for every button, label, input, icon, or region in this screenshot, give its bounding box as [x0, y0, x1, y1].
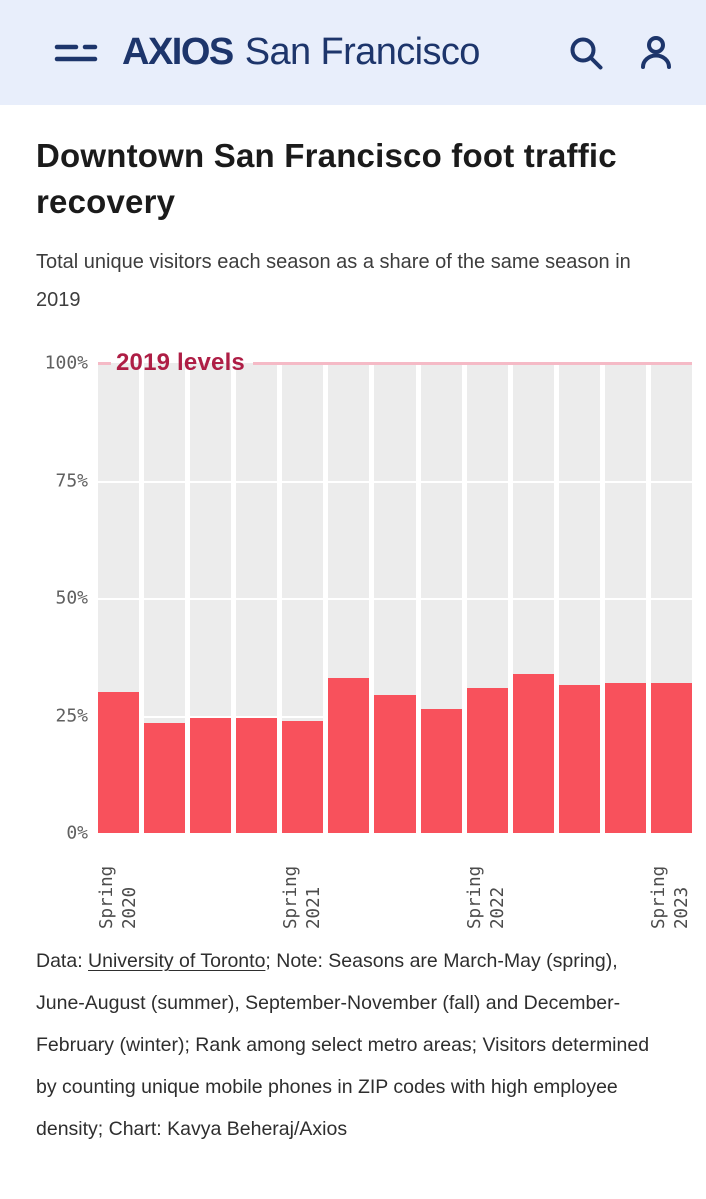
- gridline-75: [98, 480, 692, 483]
- x-tick-cell: [605, 833, 646, 929]
- note-text: ; Note: Seasons are March-May (spring), …: [36, 950, 650, 1141]
- bar: [282, 720, 324, 834]
- bar: [420, 708, 462, 834]
- profile-icon: [638, 35, 674, 71]
- bar: [650, 682, 693, 834]
- y-tick-label: 25%: [55, 705, 88, 727]
- bar: [190, 718, 232, 834]
- x-tick-label: Spring 2023: [649, 866, 693, 930]
- bar: [144, 722, 186, 834]
- bar: [236, 718, 278, 834]
- y-tick-label: 100%: [44, 352, 88, 374]
- bar: [558, 685, 600, 834]
- x-tick-cell: Spring 2022: [465, 833, 508, 930]
- x-tick-cell: [190, 833, 231, 929]
- site-header: AXIOS San Francisco: [0, 0, 706, 105]
- bar: [604, 682, 646, 834]
- bar: [98, 692, 140, 834]
- x-tick-cell: Spring 2020: [96, 833, 140, 930]
- menu-icon: [54, 38, 98, 68]
- x-tick-cell: [374, 833, 415, 929]
- y-axis: 0% 25% 50% 75% 100%: [36, 353, 98, 844]
- chart-notes: Data: University of Toronto; Note: Seaso…: [36, 941, 666, 1151]
- source-link[interactable]: University of Toronto: [88, 950, 266, 973]
- brand-logo[interactable]: AXIOS San Francisco: [122, 31, 480, 74]
- search-icon: [568, 35, 604, 71]
- page-title: Downtown San Francisco foot traffic reco…: [36, 137, 617, 221]
- profile-button[interactable]: [638, 35, 674, 71]
- bar: [374, 694, 416, 834]
- article-subtitle: Total unique visitors each season as a s…: [36, 251, 631, 312]
- y-tick-label: 50%: [55, 587, 88, 609]
- gridline-50: [98, 598, 692, 601]
- plot-area: 2019 levels: [98, 349, 693, 834]
- y-tick-label: 75%: [55, 470, 88, 492]
- x-tick-cell: Spring 2023: [649, 833, 693, 930]
- x-tick-cell: [559, 833, 600, 929]
- brand-edition: San Francisco: [244, 31, 481, 73]
- bar: [328, 678, 370, 834]
- x-tick-label: Spring 2022: [465, 866, 508, 930]
- x-tick-cell: [421, 833, 462, 929]
- data-source-prefix: Data:: [36, 950, 89, 973]
- foot-traffic-chart: 0% 25% 50% 75% 100% 2019 levels Spring 2020 Sp…: [36, 349, 693, 930]
- x-tick-cell: [328, 833, 369, 929]
- y-tick-label: 0%: [66, 822, 88, 844]
- x-tick-cell: [513, 833, 554, 929]
- x-tick-cell: [144, 833, 185, 929]
- x-tick-label: Spring 2020: [96, 866, 140, 930]
- menu-button[interactable]: [54, 38, 98, 68]
- bar: [512, 673, 554, 834]
- header-actions: [568, 35, 674, 71]
- article: Downtown San Francisco foot traffic reco…: [0, 133, 706, 1151]
- brand-name: AXIOS: [122, 31, 234, 73]
- search-button[interactable]: [568, 35, 604, 71]
- x-axis: Spring 2020 Spring 2021 Spring 2022 Spring 2023: [96, 833, 693, 930]
- x-tick-cell: Spring 2021: [280, 833, 324, 930]
- x-tick-cell: [236, 833, 277, 929]
- x-tick-label: Spring 2021: [280, 866, 324, 930]
- bar: [466, 687, 508, 834]
